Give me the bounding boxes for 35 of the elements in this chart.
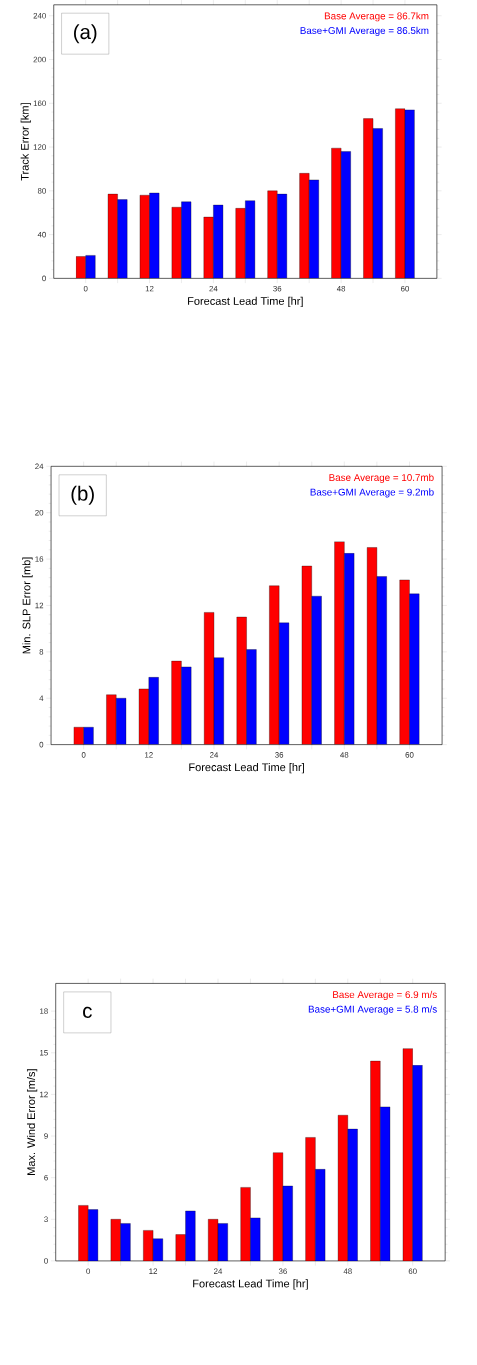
bar: [334, 541, 345, 745]
bar: [148, 677, 159, 745]
text: Base+GMI Average = 5.8 m/s: [308, 1005, 437, 1015]
bar: [311, 596, 322, 745]
annotation: c: [83, 1006, 92, 1018]
annotation: (a): [74, 24, 97, 44]
bar: [240, 1187, 251, 1261]
bar: [246, 649, 257, 745]
text: Base+GMI Average = 86.5km: [300, 26, 429, 36]
y-axis-title: Max. Wind Error [m/s]: [27, 1069, 38, 1175]
bar: [370, 1060, 381, 1261]
bar: [409, 593, 420, 745]
text: Base Average = 86.7km: [324, 12, 429, 22]
bar: [106, 694, 117, 745]
text: Base Average = 10.7mb: [329, 473, 434, 483]
y-axis-title: Track Error [km]: [20, 103, 31, 181]
bar: [412, 1065, 423, 1261]
bar: [171, 660, 182, 745]
bar: [347, 1128, 358, 1261]
bar: [305, 1137, 316, 1261]
text: Base+GMI Average = 9.2mb: [310, 488, 434, 498]
bar: [75, 256, 86, 279]
y-axis-title: Min. SLP Error [mb]: [22, 557, 33, 654]
bar: [78, 1205, 89, 1261]
bar: [399, 579, 410, 745]
bar: [236, 616, 247, 745]
bar: [181, 666, 192, 745]
text: Base Average = 6.9 m/s: [333, 990, 437, 1001]
bar: [117, 199, 128, 279]
bar: [269, 585, 280, 745]
x-axis-title: Forecast Lead Time [hr]: [188, 296, 303, 308]
x-axis-title: Forecast Lead Time [hr]: [189, 763, 304, 774]
x-axis-title: Forecast Lead Time [hr]: [193, 1279, 308, 1290]
bar: [85, 255, 96, 279]
annotation: (b): [71, 485, 94, 505]
